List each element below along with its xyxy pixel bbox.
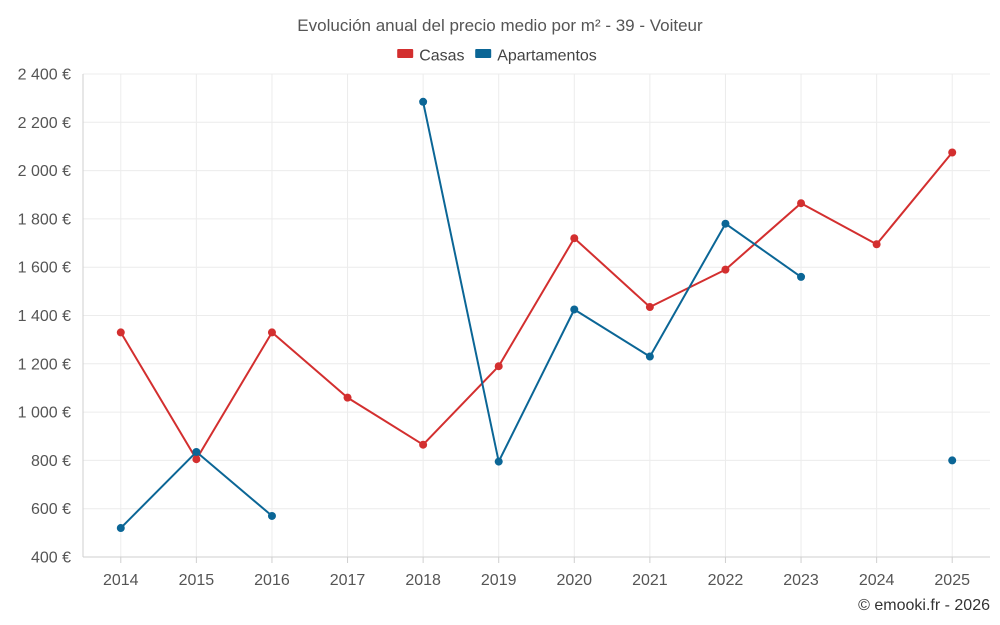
series-line-apartamentos (422, 101, 802, 463)
grid (83, 73, 990, 557)
data-point-casas (948, 148, 957, 157)
y-tick-label: 800 € (31, 453, 71, 470)
data-point-apartamentos (419, 97, 428, 106)
x-tick-label: 2019 (481, 572, 517, 589)
x-tick-label: 2014 (103, 572, 139, 589)
y-tick-label: 1 600 € (18, 260, 71, 277)
chart-title: Evolución anual del precio medio por m² … (297, 16, 703, 35)
data-point-casas (872, 240, 881, 249)
data-point-casas (494, 362, 503, 371)
data-point-apartamentos (948, 456, 957, 465)
data-point-apartamentos (645, 352, 654, 361)
x-axis: 2014 2015 2016 2017 2018 2019 2020 2021 2022 2023… (83, 556, 990, 589)
data-point-apartamentos (570, 305, 579, 314)
data-point-casas (419, 440, 428, 449)
x-tick-label: 2015 (179, 572, 215, 589)
y-tick-label: 1 400 € (18, 308, 71, 325)
x-tick-label: 2018 (405, 572, 441, 589)
series-group (116, 97, 957, 533)
data-point-casas (116, 328, 125, 337)
data-point-casas (797, 199, 806, 208)
y-axis: 400 € 600 € 800 € 1 000 € 1 200 € 1 400 € 1 60… (18, 67, 84, 567)
y-tick-label: 2 400 € (18, 67, 71, 84)
y-tick-label: 1 800 € (18, 211, 71, 228)
data-point-apartamentos (267, 511, 276, 520)
x-tick-label: 2023 (783, 572, 819, 589)
data-point-casas (721, 265, 730, 274)
data-point-apartamentos (721, 219, 730, 228)
data-point-apartamentos (192, 447, 201, 456)
y-tick-label: 1 200 € (18, 356, 71, 373)
data-point-casas (267, 328, 276, 337)
credit-text: © emooki.fr - 2026 (858, 597, 990, 614)
legend-swatch-apartamentos (475, 49, 492, 58)
x-tick-label: 2016 (254, 572, 290, 589)
data-point-apartamentos (116, 524, 125, 533)
data-point-casas (570, 234, 579, 243)
data-point-casas (192, 455, 201, 464)
legend-label-apartamentos: Apartamentos (497, 48, 597, 65)
x-tick-label: 2020 (556, 572, 592, 589)
legend-swatch-casas (397, 49, 414, 58)
x-tick-label: 2025 (934, 572, 970, 589)
data-point-casas (343, 393, 352, 402)
y-tick-label: 2 200 € (18, 115, 71, 132)
y-tick-label: 600 € (31, 501, 71, 518)
x-tick-label: 2022 (708, 572, 744, 589)
y-tick-label: 400 € (31, 550, 71, 567)
data-point-apartamentos (494, 457, 503, 466)
x-tick-label: 2017 (330, 572, 366, 589)
legend: Casas Apartamentos (397, 48, 597, 65)
data-point-casas (645, 303, 654, 312)
data-point-apartamentos (797, 272, 806, 281)
series-line-casas (119, 151, 953, 461)
y-tick-label: 1 000 € (18, 405, 71, 422)
y-tick-label: 2 000 € (18, 163, 71, 180)
x-tick-label: 2024 (859, 572, 895, 589)
legend-label-casas: Casas (419, 48, 464, 65)
x-tick-label: 2021 (632, 572, 668, 589)
